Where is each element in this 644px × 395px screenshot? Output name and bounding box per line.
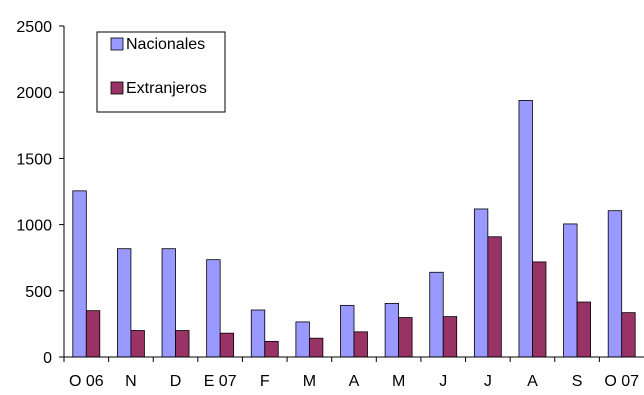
legend: Nacionales Extranjeros [96, 31, 226, 113]
legend-swatch-nacionales [110, 37, 124, 51]
bar-extranjeros-7 [398, 317, 413, 358]
x-tick-label: A [527, 373, 538, 390]
y-tick-label: 2500 [16, 19, 52, 36]
bar-extranjeros-5 [308, 337, 324, 358]
legend-swatch-extranjeros [110, 81, 124, 95]
y-tick-label: 2000 [16, 85, 52, 102]
legend-label-nacionales: Nacionales [126, 36, 205, 53]
x-tick-label: O 06 [69, 373, 104, 390]
bar-extranjeros-4 [264, 340, 279, 358]
bar-extranjeros-3 [219, 332, 235, 358]
bar-nacionales-5 [295, 321, 310, 358]
x-tick-label: J [484, 373, 492, 390]
x-tick-label: E 07 [204, 373, 237, 390]
y-tick-label: 0 [43, 350, 52, 367]
bar-extranjeros-1 [130, 330, 145, 358]
y-tick-label: 1500 [16, 151, 52, 168]
legend-label-extranjeros: Extranjeros [126, 80, 207, 97]
bar-extranjeros-8 [442, 316, 458, 358]
bar-extranjeros-12 [621, 312, 636, 358]
bar-nacionales-0 [72, 190, 87, 358]
x-tick-label: N [125, 373, 137, 390]
axes-group: 0 500 1000 1500 2000 2500 O 06 N D E 07 F M A M J J A S O … [16, 19, 644, 390]
bars-group [72, 100, 636, 358]
bar-nacionales-7 [384, 302, 400, 358]
bar-extranjeros-11 [576, 301, 591, 358]
y-tick-label: 500 [25, 284, 52, 301]
x-tick-label: F [260, 373, 270, 390]
bar-nacionales-3 [206, 259, 221, 358]
bar-extranjeros-0 [85, 310, 101, 358]
bar-extranjeros-6 [353, 331, 368, 358]
bar-nacionales-10 [518, 100, 533, 358]
bar-nacionales-11 [563, 223, 578, 358]
x-tick-label: J [439, 373, 447, 390]
bar-nacionales-9 [473, 208, 489, 358]
x-tick-label: D [170, 373, 182, 390]
bar-extranjeros-9 [487, 236, 502, 358]
bar-extranjeros-10 [532, 261, 547, 358]
x-tick-label: M [392, 373, 405, 390]
bar-extranjeros-2 [175, 330, 190, 358]
x-tick-label: M [303, 373, 316, 390]
bar-nacionales-8 [429, 271, 444, 358]
bar-nacionales-12 [607, 210, 623, 358]
x-tick-label: O 07 [604, 373, 639, 390]
y-tick-label: 1000 [16, 218, 52, 235]
bar-nacionales-1 [117, 248, 132, 358]
bar-nacionales-2 [161, 248, 176, 358]
bar-nacionales-6 [340, 304, 355, 358]
x-tick-label: S [572, 373, 583, 390]
bar-nacionales-4 [250, 309, 266, 358]
x-tick-label: A [349, 373, 360, 390]
